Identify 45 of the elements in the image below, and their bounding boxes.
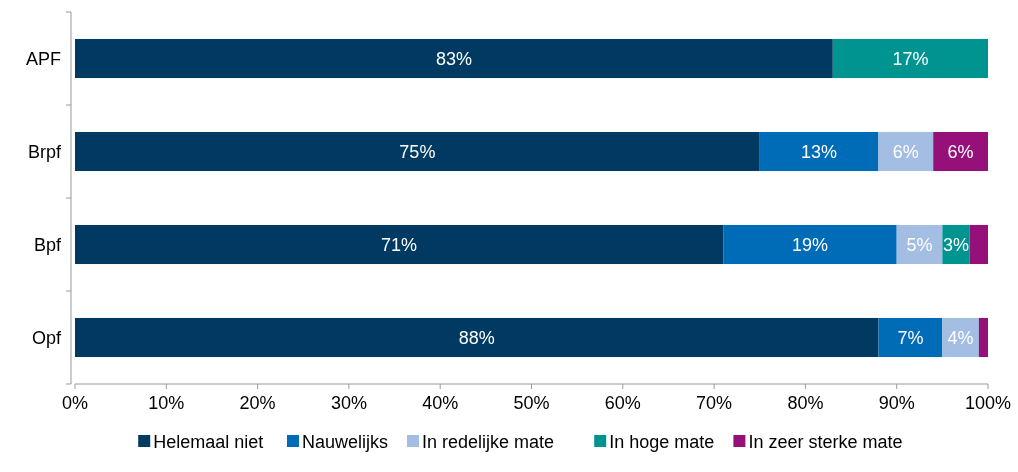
bar xyxy=(75,224,724,265)
data-label: 6% xyxy=(892,141,919,162)
bar xyxy=(832,38,988,79)
data-label: 6% xyxy=(947,141,974,162)
y-tick-label: APF xyxy=(25,48,61,69)
legend-label: In redelijke mate xyxy=(422,432,555,453)
data-label: 75% xyxy=(399,141,436,162)
x-tick-label: 70% xyxy=(696,393,733,413)
legend-label: In zeer sterke mate xyxy=(748,432,903,453)
legend-label: Helemaal niet xyxy=(153,432,264,453)
data-label: 83% xyxy=(435,48,472,69)
bar xyxy=(75,317,879,358)
data-label: 5% xyxy=(906,234,933,255)
x-tick-label: 50% xyxy=(513,393,550,413)
x-tick-label: 20% xyxy=(239,393,276,413)
x-tick-label: 100% xyxy=(964,393,1012,413)
x-tick-label: 30% xyxy=(330,393,367,413)
y-tick-label: Bpf xyxy=(33,234,62,255)
x-tick-label: 0% xyxy=(61,393,89,413)
bar xyxy=(759,131,879,172)
data-label: 7% xyxy=(897,327,924,348)
data-label: 71% xyxy=(381,234,418,255)
data-label: 13% xyxy=(801,141,838,162)
x-tick-label: 80% xyxy=(787,393,824,413)
bar xyxy=(969,224,988,265)
bar xyxy=(75,131,760,172)
legend-label: Nauwelijks xyxy=(302,432,389,453)
bar xyxy=(723,224,897,265)
bar xyxy=(978,317,988,358)
bar xyxy=(878,317,943,358)
x-tick-label: 10% xyxy=(148,393,185,413)
legend-label: In hoge mate xyxy=(609,432,715,453)
data-label: 19% xyxy=(791,234,828,255)
x-tick-label: 40% xyxy=(422,393,459,413)
data-label: 3% xyxy=(943,234,970,255)
bar xyxy=(75,38,833,79)
x-tick-label: 60% xyxy=(604,393,641,413)
bar xyxy=(933,131,988,172)
data-label: 88% xyxy=(458,327,495,348)
x-tick-label: 90% xyxy=(878,393,915,413)
data-label: 4% xyxy=(947,327,974,348)
data-label: 17% xyxy=(892,48,929,69)
y-tick-label: Brpf xyxy=(27,141,62,162)
y-tick-label: Opf xyxy=(31,327,62,348)
bar xyxy=(878,131,934,172)
